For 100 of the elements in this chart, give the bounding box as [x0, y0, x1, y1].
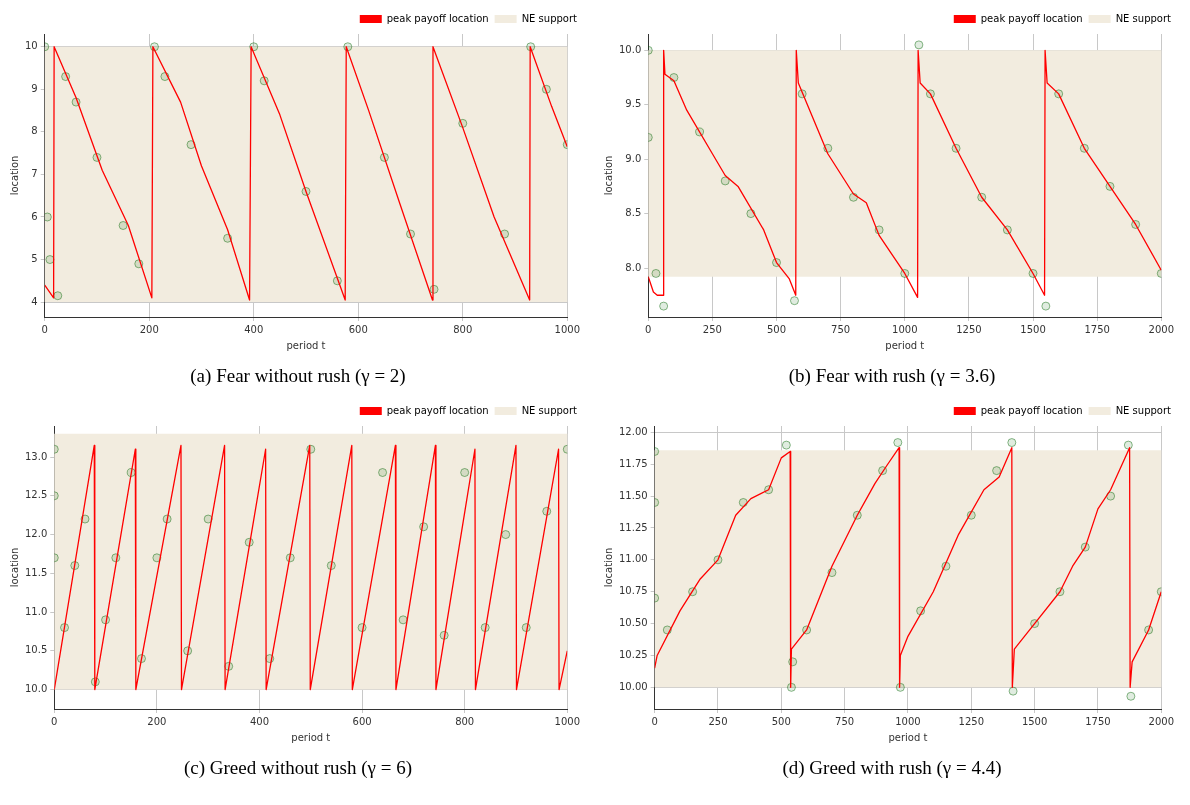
y-tick-label: 11.0 [25, 605, 48, 617]
legend-label: peak payoff location [386, 404, 489, 416]
y-tick-label: 10 [24, 40, 38, 52]
y-axis-title: location [602, 547, 614, 588]
x-tick-label: 250 [702, 323, 722, 335]
x-tick-label: 0 [41, 323, 48, 335]
x-tick-label: 1000 [554, 323, 580, 335]
x-axis-title: period t [888, 731, 928, 743]
x-axis-title: period t [885, 339, 925, 351]
y-tick-label: 11.50 [618, 489, 648, 501]
point [1106, 491, 1116, 501]
x-tick-label: 1250 [958, 715, 985, 727]
x-axis-title: period t [291, 731, 331, 743]
point [659, 301, 669, 311]
point [501, 530, 511, 540]
y-tick-label: 12.0 [25, 528, 48, 540]
x-tick-label: 200 [147, 715, 167, 727]
x-tick-label: 800 [455, 715, 475, 727]
y-tick-label: 11.5 [25, 566, 48, 578]
y-tick-label: 10.0 [619, 43, 642, 55]
point [1123, 440, 1133, 450]
y-tick-label: 7 [31, 168, 38, 180]
y-tick-label: 9.5 [625, 98, 642, 110]
point [781, 440, 791, 450]
y-tick-label: 10.25 [618, 649, 648, 661]
x-tick-label: 1750 [1085, 715, 1111, 727]
x-tick-label: 250 [708, 715, 728, 727]
y-tick-label: 12.5 [25, 489, 48, 501]
point [1041, 301, 1051, 311]
y-tick-label: 8 [31, 125, 38, 137]
legend-label: NE support [521, 404, 578, 416]
x-tick-label: 1500 [1020, 323, 1046, 335]
x-tick-label: 2000 [1148, 715, 1174, 727]
x-tick-label: 200 [139, 323, 159, 335]
point [398, 615, 408, 625]
x-tick-label: 500 [766, 323, 787, 335]
x-tick-label: 750 [831, 323, 851, 335]
y-tick-label: 13.0 [25, 450, 48, 462]
x-tick-label: 400 [244, 323, 264, 335]
x-tick-label: 1500 [1021, 715, 1048, 727]
x-tick-label: 2000 [1148, 323, 1174, 335]
point [651, 268, 661, 278]
y-axis-title: location [602, 155, 614, 196]
y-tick-label: 8.0 [625, 261, 642, 273]
y-tick-label: 10.75 [618, 585, 648, 597]
text: (a) Fear without rush (γ = 2) [189, 365, 407, 387]
point [789, 296, 799, 306]
x-tick-label: 1250 [956, 323, 982, 335]
y-tick-label: 10.00 [618, 680, 648, 692]
text: (d) Greed with rush (γ = 4.4) [781, 757, 1003, 779]
text: (c) Greed without rush (γ = 6) [182, 757, 413, 779]
point [203, 514, 213, 524]
point [1007, 438, 1017, 448]
y-axis-title: location [8, 547, 20, 588]
x-tick-label: 1000 [892, 323, 918, 335]
y-tick-label: 6 [31, 210, 38, 222]
x-axis-title: period t [286, 339, 326, 351]
point [53, 291, 63, 301]
x-tick-label: 600 [352, 715, 372, 727]
x-tick-label: 500 [771, 715, 791, 727]
point [118, 221, 128, 230]
x-tick-label: 0 [651, 715, 658, 727]
point [160, 72, 170, 82]
point [738, 497, 748, 507]
x-tick-label: 1000 [895, 715, 921, 727]
legend-label: peak payoff location [980, 12, 1083, 24]
text: (b) Fear with rush (γ = 3.6) [787, 365, 997, 387]
y-tick-label: 11.75 [618, 457, 648, 469]
y-tick-label: 10.5 [25, 644, 48, 656]
legend-label: NE support [1115, 12, 1172, 24]
y-tick-label: 11.25 [618, 521, 648, 533]
y-tick-label: 9.0 [625, 152, 642, 164]
y-tick-label: 10.50 [618, 617, 648, 629]
point [1126, 691, 1136, 701]
point [1008, 686, 1018, 696]
point [45, 255, 55, 265]
x-tick-label: 800 [453, 323, 473, 335]
y-tick-label: 11.00 [618, 553, 648, 565]
legend-label: NE support [1115, 404, 1172, 416]
legend-label: NE support [521, 12, 578, 24]
y-axis-title: location [8, 155, 20, 196]
x-tick-label: 750 [835, 715, 855, 727]
y-tick-label: 12.00 [618, 425, 648, 437]
point [44, 212, 52, 222]
y-tick-label: 4 [31, 295, 38, 307]
y-tick-label: 9 [31, 82, 38, 94]
y-tick-label: 5 [31, 253, 38, 265]
y-tick-label: 8.5 [625, 207, 642, 219]
legend-label: peak payoff location [386, 12, 489, 24]
point [186, 140, 196, 150]
x-tick-label: 1000 [554, 715, 580, 727]
point [460, 468, 470, 478]
point [992, 466, 1002, 476]
point [378, 468, 388, 478]
legend-label: peak payoff location [980, 404, 1083, 416]
x-tick-label: 400 [249, 715, 270, 727]
x-tick-label: 600 [348, 323, 368, 335]
y-tick-label: 10.0 [25, 683, 48, 695]
x-tick-label: 1750 [1084, 323, 1110, 335]
x-tick-label: 0 [51, 715, 58, 727]
